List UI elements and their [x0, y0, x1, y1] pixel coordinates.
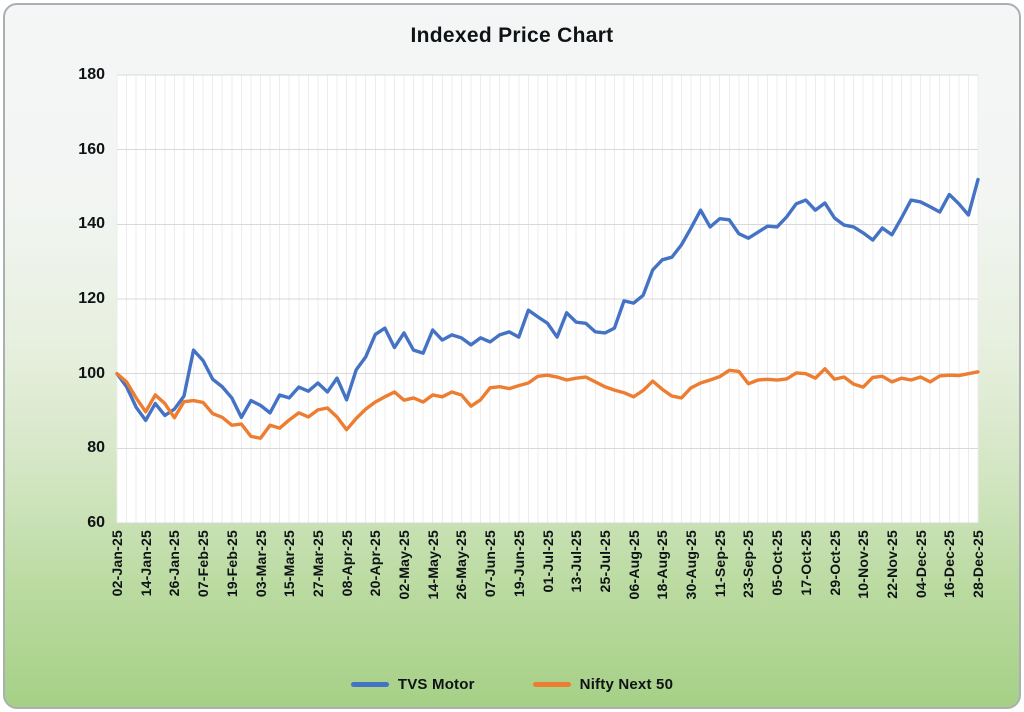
x-axis-tick-label: 02-May-25 — [396, 530, 412, 600]
legend-label: TVS Motor — [397, 676, 475, 693]
x-axis-tick-label: 16-Dec-25 — [941, 530, 958, 598]
x-axis-tick-label: 10-Nov-25 — [855, 530, 872, 599]
x-axis-tick-label: 06-Aug-25 — [625, 530, 642, 600]
y-axis-tick-label: 160 — [78, 140, 105, 158]
y-axis-tick-label: 60 — [87, 514, 105, 531]
x-axis-tick-label: 13-Jul-25 — [568, 530, 585, 593]
x-axis-tick-label: 14-May-25 — [424, 530, 441, 600]
x-axis-tick-label: 26-Jan-25 — [166, 530, 183, 597]
plot-area — [115, 74, 980, 524]
line-chart — [115, 74, 980, 524]
x-axis-tick-label: 28-Dec-25 — [970, 530, 986, 598]
y-axis-tick-label: 120 — [78, 290, 105, 307]
legend-item-tvs-motor: TVS Motor — [350, 676, 475, 693]
chart-title: Indexed Price Chart — [410, 24, 614, 47]
x-axis-tick-label: 07-Jun-25 — [482, 530, 499, 598]
series-line-nifty-next-50 — [115, 367, 980, 440]
x-axis-tick-label: 23-Sep-25 — [740, 530, 757, 598]
x-axis-tick-label: 11-Sep-25 — [711, 530, 728, 598]
x-axis-tick-label: 18-Aug-25 — [654, 530, 671, 600]
x-axis-tick-label: 17-Oct-25 — [797, 530, 814, 596]
x-axis-tick-label: 30-Aug-25 — [683, 530, 699, 600]
y-axis-tick-label: 140 — [78, 215, 105, 233]
chart-card: Indexed Price Chart 60 80 100 120 140 160 180 … — [3, 3, 1021, 709]
legend-item-nifty-next-50: Nifty Next 50 — [532, 676, 674, 693]
y-axis-tick-label: 80 — [87, 439, 105, 457]
x-axis-tick-label: 01-Jul-25 — [539, 530, 556, 593]
legend-label: Nifty Next 50 — [579, 676, 674, 693]
y-axis-tick-label: 180 — [78, 66, 105, 83]
x-axis-tick-label: 19-Jun-25 — [510, 530, 527, 598]
x-axis-tick-label: 08-Apr-25 — [338, 530, 355, 597]
x-axis-tick-label: 15-Mar-25 — [281, 530, 298, 598]
x-axis-tick-label: 20-Apr-25 — [367, 530, 384, 597]
legend-line-swatch — [350, 682, 389, 687]
series-line-tvs-motor — [115, 177, 980, 423]
legend: TVS Motor Nifty Next 50 — [5, 676, 1019, 693]
x-axis-tick-label: 27-Mar-25 — [309, 530, 326, 598]
x-axis-tick-label: 25-Jul-25 — [596, 530, 613, 593]
x-axis-tick-label: 02-Jan-25 — [109, 530, 125, 597]
x-axis-tick-label: 26-May-25 — [453, 530, 470, 600]
x-axis-tick-label: 07-Feb-25 — [195, 530, 212, 598]
x-axis-tick-label: 05-Oct-25 — [769, 530, 786, 596]
y-axis-tick-label: 100 — [78, 364, 105, 382]
x-axis-tick-label: 14-Jan-25 — [137, 530, 154, 597]
x-axis-tick-label: 04-Dec-25 — [912, 530, 929, 598]
legend-line-swatch — [532, 682, 571, 687]
x-axis-tick-label: 03-Mar-25 — [252, 530, 269, 598]
x-axis-tick-label: 29-Oct-25 — [826, 530, 843, 596]
x-axis-tick-label: 19-Feb-25 — [223, 530, 240, 598]
x-axis-tick-label: 22-Nov-25 — [883, 530, 900, 599]
